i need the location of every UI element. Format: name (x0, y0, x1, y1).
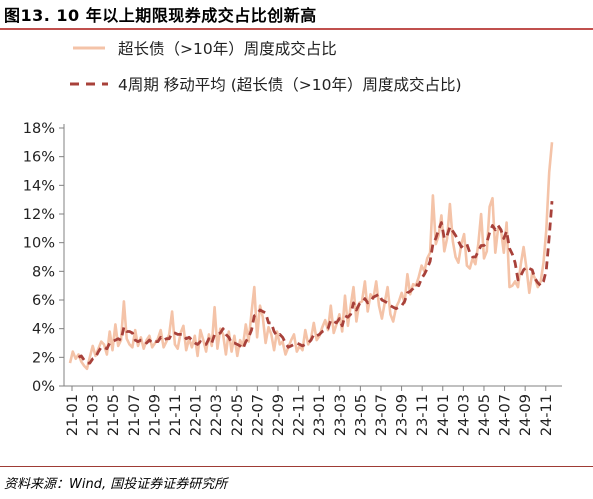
y-tick-label: 2% (32, 350, 55, 366)
x-tick-label: 21-11 (168, 394, 184, 436)
x-tick-label: 23-05 (353, 394, 369, 436)
y-tick-label: 8% (32, 264, 55, 280)
axes: 0% 2% 4% 6% 8% 10% 12% 14% 16% 18% 21-01 21-03 21-05… (23, 121, 562, 436)
footer-rule (0, 466, 593, 467)
x-tick-label: 21-09 (147, 394, 163, 436)
x-tick-label: 24-09 (518, 394, 534, 436)
x-tick-label: 22-05 (230, 394, 246, 436)
x-tick-label: 23-11 (415, 394, 431, 436)
x-tick-label: 22-07 (250, 394, 266, 436)
title-rule (0, 28, 593, 30)
legend: 超长债（>10年）周度成交占比 4周期 移动平均 (超长债（>10年）周度成交占… (70, 40, 462, 94)
chart-title: 图13. 10 年以上期限现券成交占比创新高 (4, 6, 317, 25)
y-tick-label: 16% (23, 150, 55, 166)
series-line-moving-average (77, 200, 554, 365)
plot-area (68, 142, 554, 371)
source-note: 资料来源：Wind, 国投证券证券研究所 (4, 477, 228, 492)
x-tick-label: 23-01 (312, 394, 328, 436)
y-tick-label: 14% (23, 178, 55, 194)
x-tick-label: 24-01 (436, 394, 452, 436)
y-tick-label: 0% (32, 379, 55, 395)
x-tick-label: 24-07 (498, 394, 514, 436)
y-tick-label: 10% (23, 236, 55, 252)
series-line-raw (68, 142, 554, 371)
x-tick-label: 21-01 (65, 394, 81, 436)
x-tick-label: 23-07 (374, 394, 390, 436)
x-tick-label: 24-05 (477, 394, 493, 436)
x-tick-label: 22-11 (292, 394, 308, 436)
legend-label-raw: 超长债（>10年）周度成交占比 (118, 40, 337, 58)
line-chart: 超长债（>10年）周度成交占比 4周期 移动平均 (超长债（>10年）周度成交占… (23, 40, 562, 436)
y-tick-label: 6% (32, 293, 55, 309)
x-tick-label: 21-03 (86, 394, 102, 436)
x-tick-label: 23-03 (333, 394, 349, 436)
x-tick-label: 22-09 (271, 394, 287, 436)
y-tick-label: 4% (32, 322, 55, 338)
x-tick-label: 21-05 (106, 394, 122, 436)
x-tick-label: 23-09 (395, 394, 411, 436)
x-tick-label: 22-03 (209, 394, 225, 436)
y-tick-label: 12% (23, 207, 55, 223)
x-tick-label: 21-07 (127, 394, 143, 436)
x-tick-label: 22-01 (189, 394, 205, 436)
x-tick-label: 24-11 (539, 394, 555, 436)
y-tick-label: 18% (23, 121, 55, 137)
x-tick-label: 24-03 (456, 394, 472, 436)
legend-label-ma: 4周期 移动平均 (超长债（>10年）周度成交占比) (118, 76, 462, 94)
